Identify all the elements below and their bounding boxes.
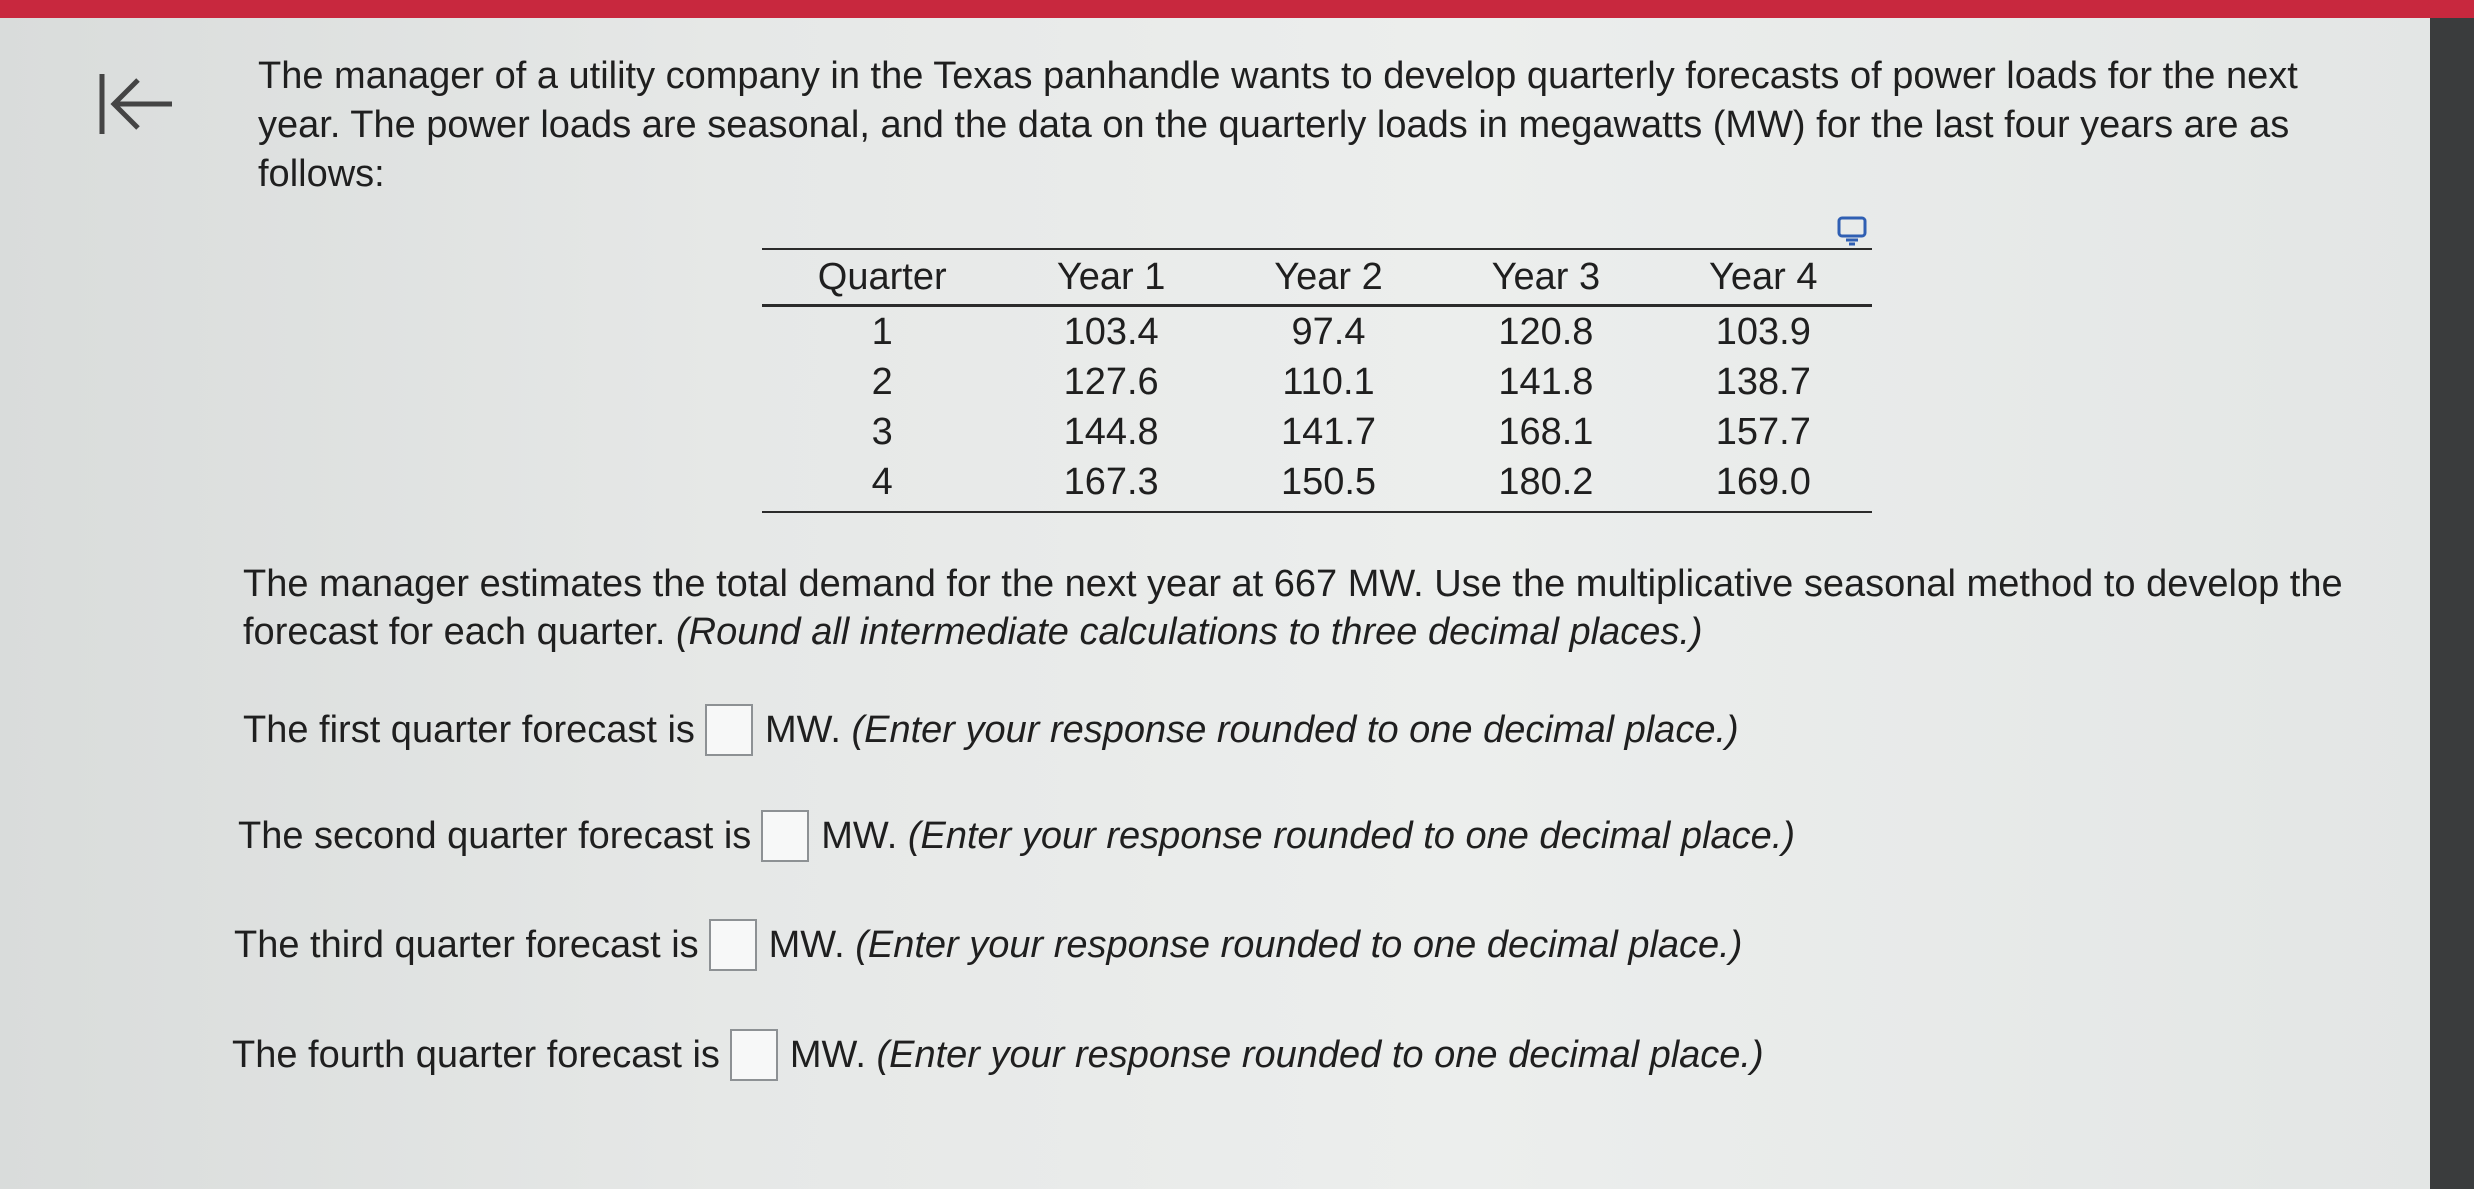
load-cell: 141.7: [1280, 411, 1377, 453]
expand-table-button[interactable]: [1836, 213, 1870, 247]
header-year-1: Year 1: [1002, 248, 1220, 307]
load-cell: 103.9: [1715, 311, 1811, 353]
table-row: 1 103.4 97.4 120.8 103.9: [762, 306, 1872, 358]
answer-line-q1: The first quarter forecast is MW. (Enter…: [243, 703, 1739, 757]
question-panel: [0, 18, 2430, 1189]
load-cell: 167.3: [1002, 457, 1220, 513]
answer-unit: MW.: [821, 815, 898, 857]
answer-unit: MW.: [768, 924, 845, 966]
quarter-cell: 2: [871, 361, 893, 403]
load-cell: 110.1: [1282, 361, 1375, 403]
table-header-row: Quarter Year 1 Year 2 Year 3 Year 4: [762, 248, 1872, 307]
load-cell: 157.7: [1715, 411, 1811, 453]
header-year-2: Year 2: [1219, 248, 1438, 307]
answer-unit: MW.: [764, 709, 841, 751]
task-rounding-note: (Round all intermediate calculations to …: [676, 611, 1703, 653]
answer-note: (Enter your response rounded to one deci…: [855, 924, 1743, 966]
quarter-cell: 4: [762, 457, 1003, 513]
load-cell: 97.4: [1291, 311, 1366, 353]
quarter-cell: 1: [871, 311, 893, 353]
answer-input-q1[interactable]: [704, 704, 753, 756]
top-accent-bar: [0, 0, 2474, 18]
answer-note: (Enter your response rounded to one deci…: [876, 1034, 1764, 1076]
power-load-table: Quarter Year 1 Year 2 Year 3 Year 4 1 10…: [762, 248, 1872, 513]
task-main-text: The manager estimates the total demand f…: [243, 563, 2343, 653]
table-row: 2 127.6 110.1 141.8 138.7: [762, 357, 1872, 407]
header-year-3: Year 3: [1437, 248, 1655, 307]
answer-prefix: The fourth quarter forecast is: [232, 1034, 720, 1076]
answer-note: (Enter your response rounded to one deci…: [851, 709, 1739, 751]
load-cell: 141.8: [1498, 361, 1594, 403]
answer-input-q3[interactable]: [708, 919, 757, 971]
answer-line-q4: The fourth quarter forecast is MW. (Ente…: [232, 1028, 1764, 1082]
problem-intro: The manager of a utility company in the …: [258, 55, 2298, 195]
answer-prefix: The third quarter forecast is: [234, 924, 699, 966]
header-year-4: Year 4: [1654, 248, 1872, 307]
back-to-start-button[interactable]: [92, 62, 178, 148]
table-row: 3 144.8 141.7 168.1 157.7: [762, 407, 1872, 457]
expand-table-icon: [1837, 216, 1867, 246]
load-cell: 103.4: [1063, 311, 1159, 353]
task-instructions: The manager estimates the total demand f…: [243, 560, 2403, 656]
load-cell: 168.1: [1498, 411, 1594, 453]
load-cell: 180.2: [1437, 457, 1655, 513]
answer-note: (Enter your response rounded to one deci…: [907, 815, 1795, 857]
load-cell: 127.6: [1063, 361, 1159, 403]
header-quarter: Quarter: [762, 248, 1003, 307]
quarter-cell: 3: [871, 411, 893, 453]
answer-prefix: The second quarter forecast is: [238, 815, 752, 857]
load-cell: 144.8: [1063, 411, 1159, 453]
load-cell: 120.8: [1498, 311, 1594, 353]
answer-prefix: The first quarter forecast is: [243, 709, 695, 751]
load-cell: 169.0: [1654, 457, 1872, 513]
answer-input-q4[interactable]: [729, 1029, 778, 1081]
load-cell: 138.7: [1715, 361, 1811, 403]
answer-line-q3: The third quarter forecast is MW. (Enter…: [234, 918, 1742, 972]
table-row: 4 167.3 150.5 180.2 169.0: [762, 457, 1872, 513]
window-edge: [2430, 18, 2474, 1189]
load-cell: 150.5: [1219, 457, 1438, 513]
answer-line-q2: The second quarter forecast is MW. (Ente…: [238, 809, 1795, 863]
back-to-start-icon: [99, 74, 172, 134]
answer-unit: MW.: [789, 1034, 866, 1076]
answer-input-q2[interactable]: [761, 810, 810, 862]
